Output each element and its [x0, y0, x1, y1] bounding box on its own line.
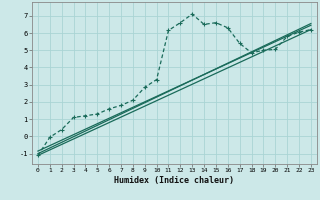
X-axis label: Humidex (Indice chaleur): Humidex (Indice chaleur) — [115, 176, 234, 185]
